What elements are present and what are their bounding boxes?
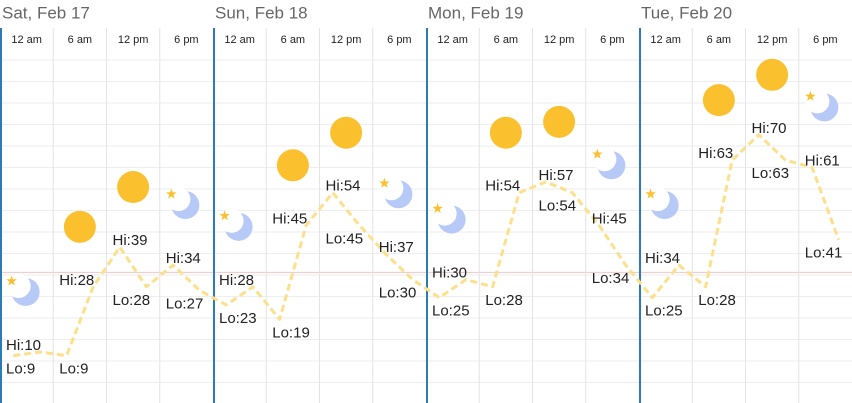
star [379, 177, 390, 188]
hi-label: Hi:34 [166, 250, 201, 267]
lo-label: Lo:28 [485, 292, 523, 309]
time-label: 6 am [707, 34, 731, 46]
hi-label: Hi:28 [219, 272, 254, 289]
moon-icon [805, 89, 839, 122]
sun-icon [702, 84, 735, 117]
hi-label: Hi:10 [6, 337, 41, 354]
moon-cut [805, 89, 830, 114]
hi-label: Hi:57 [539, 167, 574, 184]
time-label: 6 am [494, 34, 518, 46]
hi-label: Hi:28 [59, 272, 94, 289]
hi-label: Hi:70 [752, 120, 787, 137]
hi-label: Hi:54 [485, 178, 520, 195]
moon-icon [6, 274, 40, 306]
moon-icon [592, 147, 626, 180]
moon-cut [432, 201, 457, 226]
moon-cut [6, 274, 31, 298]
lo-label: Lo:25 [645, 303, 683, 320]
hi-label: Hi:34 [645, 250, 680, 267]
sun-icon [117, 171, 150, 204]
moon-icon [645, 187, 679, 220]
hi-label: Hi:30 [432, 265, 467, 282]
moon-icon [432, 201, 466, 234]
time-label: 12 pm [544, 34, 575, 46]
hi-label: Hi:54 [326, 178, 361, 195]
star [645, 188, 656, 199]
day-label: Mon, Feb 19 [428, 3, 523, 22]
star [6, 275, 17, 286]
sun-icon [63, 210, 96, 243]
time-label: 6 am [68, 34, 92, 46]
time-label: 6 pm [600, 34, 624, 46]
lo-label: Lo:19 [272, 324, 310, 341]
time-label: 6 pm [174, 34, 198, 46]
lo-label: Lo:41 [805, 245, 843, 262]
lo-label: Lo:28 [698, 292, 736, 309]
moon-cut [166, 187, 191, 212]
sun-icon [276, 149, 309, 182]
lo-label: Lo:9 [59, 361, 88, 378]
moon-cut [379, 176, 404, 201]
time-label: 12 am [437, 34, 468, 46]
hi-label: Hi:37 [379, 239, 414, 256]
lo-label: Lo:30 [379, 285, 417, 302]
star [166, 188, 177, 199]
hi-label: Hi:61 [805, 152, 840, 169]
time-label: 12 am [650, 34, 681, 46]
sun-icon [489, 116, 522, 149]
star [219, 210, 230, 221]
star [432, 203, 443, 213]
hi-label: Hi:39 [113, 232, 148, 249]
lo-label: Lo:23 [219, 310, 257, 327]
star [805, 90, 816, 101]
moon-icon [379, 176, 413, 209]
time-label: 12 pm [118, 34, 149, 46]
time-label: 6 pm [813, 34, 837, 46]
time-label: 12 pm [757, 34, 788, 46]
moon-icon [219, 208, 253, 241]
temperature-curve [13, 133, 841, 358]
moon-cut [645, 187, 670, 212]
time-label: 12 am [224, 34, 255, 46]
lo-label: Lo:45 [326, 230, 364, 247]
time-label: 6 am [281, 34, 305, 46]
day-label: Tue, Feb 20 [641, 3, 732, 22]
star [592, 148, 603, 159]
lo-label: Lo:28 [113, 292, 151, 309]
time-label: 12 am [11, 34, 42, 46]
lo-label: Lo:9 [6, 361, 35, 378]
sun-icon [330, 116, 363, 149]
hi-label: Hi:45 [272, 210, 307, 227]
sun-icon [756, 58, 789, 91]
lo-label: Lo:54 [539, 198, 577, 215]
lo-label: Lo:27 [166, 295, 204, 312]
hi-label: Hi:63 [698, 145, 733, 162]
time-label: 12 pm [331, 34, 362, 46]
sun-icon [543, 105, 576, 138]
day-label: Sat, Feb 17 [2, 3, 90, 22]
moon-icon [166, 187, 200, 220]
moon-cut [592, 147, 617, 172]
lo-label: Lo:63 [752, 165, 790, 182]
day-label: Sun, Feb 18 [215, 3, 308, 22]
lo-label: Lo:34 [592, 270, 630, 287]
lo-label: Lo:25 [432, 303, 470, 320]
time-label: 6 pm [387, 34, 411, 46]
hi-label: Hi:45 [592, 210, 627, 227]
moon-cut [219, 208, 244, 233]
